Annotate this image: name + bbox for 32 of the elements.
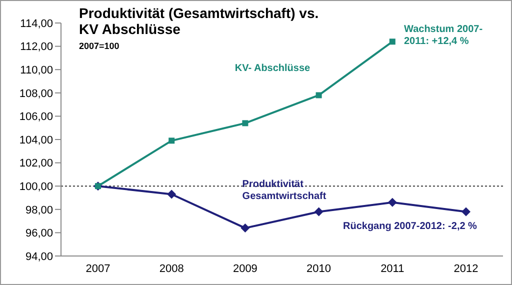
y-tick-label: 114,00 xyxy=(20,18,53,30)
y-tick-label: 100,00 xyxy=(19,181,53,194)
point xyxy=(240,224,250,233)
y-tick-label: 102,00 xyxy=(19,158,53,170)
y-tick-label: 96,00 xyxy=(25,228,53,240)
series-label: KV- Abschlüsse xyxy=(234,62,312,75)
point xyxy=(388,198,397,207)
x-tick-label: 2011 xyxy=(380,262,404,275)
annotation: Wachstum 2007-2011: +12,4 % xyxy=(404,24,484,48)
series-label: Produktivität Gesamtwirtschaft xyxy=(242,179,328,204)
x-tick-label: 2012 xyxy=(454,262,478,275)
y-tick-label: 108,00 xyxy=(19,88,53,100)
point xyxy=(462,207,470,216)
x-tick-label: 2010 xyxy=(306,262,332,275)
chart-title: Produktivität (Gesamtwirtschaft) vs. KV Abschlüsse xyxy=(79,5,320,37)
y-tick-label: 94,00 xyxy=(25,250,53,263)
point xyxy=(168,138,175,144)
point xyxy=(316,92,322,98)
x-tick-label: 2008 xyxy=(159,262,184,275)
y-tick-label: 112,00 xyxy=(20,41,53,54)
x-tick-label: 2009 xyxy=(232,262,258,275)
y-tick-label: 98,00 xyxy=(25,204,53,216)
text: 2007=100 xyxy=(79,41,120,51)
annotation: Rückgang 2007-2012: -2,2 % xyxy=(343,221,478,234)
point xyxy=(242,120,248,126)
y-tick-label: 106,00 xyxy=(19,111,53,124)
point xyxy=(167,190,176,199)
x-tick-label: 2007 xyxy=(86,262,110,275)
point xyxy=(389,38,396,45)
point xyxy=(314,207,324,216)
y-tick-label: 104,00 xyxy=(19,134,53,146)
y-tick-label: 110,00 xyxy=(20,64,53,77)
